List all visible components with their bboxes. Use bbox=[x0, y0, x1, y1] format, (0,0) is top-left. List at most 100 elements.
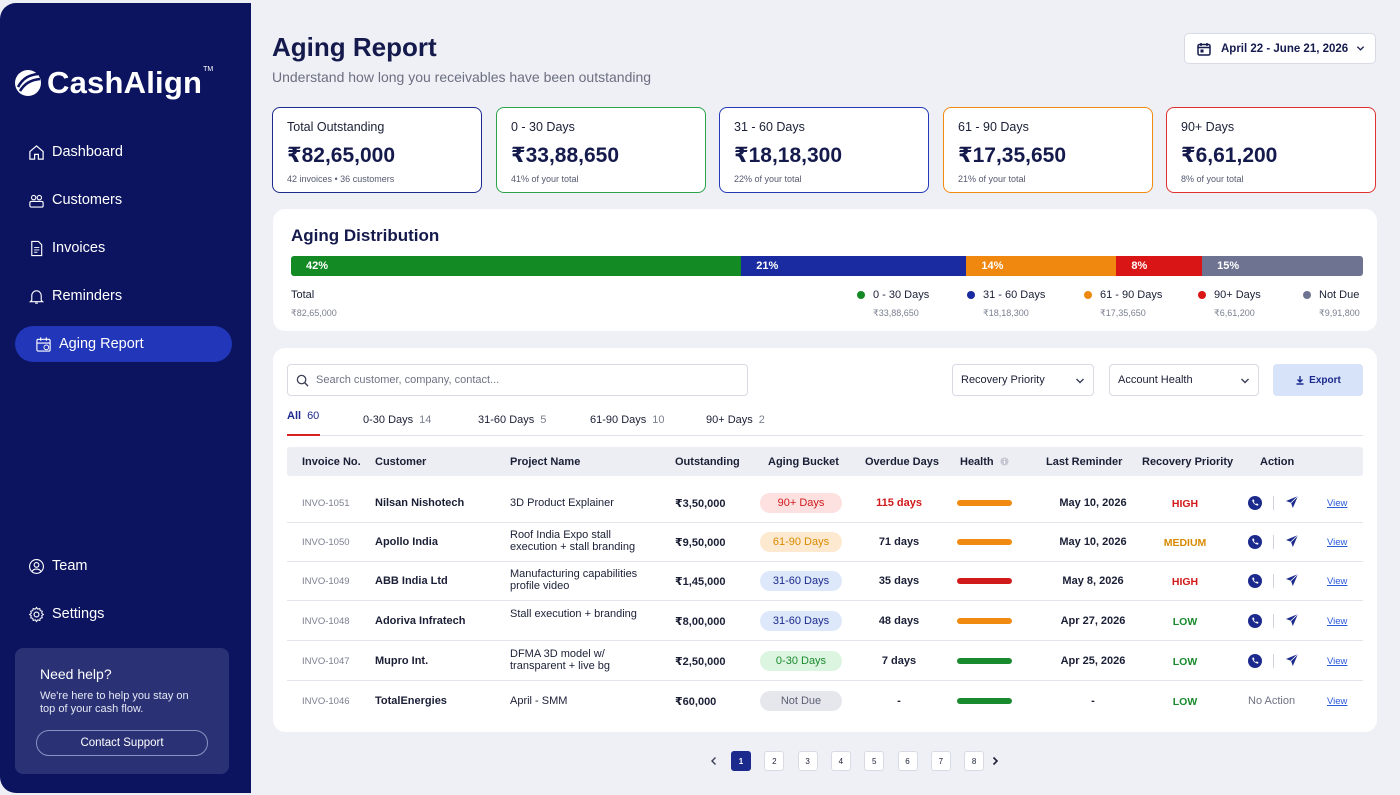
table-header: Invoice No. Customer Project Name Outsta… bbox=[287, 447, 1363, 476]
table-row[interactable]: INVO-1047 Mupro Int. DFMA 3D model w/ tran… bbox=[287, 641, 1363, 681]
distribution-segment: 14% bbox=[966, 256, 1117, 276]
action-divider bbox=[1273, 496, 1274, 510]
page-button[interactable]: 1 bbox=[731, 751, 751, 771]
page-button[interactable]: 2 bbox=[764, 751, 785, 771]
sidebar-item-dashboard[interactable]: Dashboard bbox=[15, 134, 232, 170]
invoice-number[interactable]: INVO-1050 bbox=[302, 537, 350, 548]
recovery-priority: HIGH bbox=[1171, 576, 1199, 588]
invoice-number[interactable]: INVO-1048 bbox=[302, 616, 350, 627]
date-range-value: April 22 - June 21, 2026 bbox=[1221, 42, 1349, 55]
action-divider bbox=[1273, 654, 1274, 668]
sidebar-item-aging-report[interactable]: Aging Report bbox=[15, 326, 232, 362]
invoice-number[interactable]: INVO-1047 bbox=[302, 656, 350, 667]
invoice-number[interactable]: INVO-1051 bbox=[302, 498, 350, 509]
legend-item: 31 - 60 Days ₹18,18,300 bbox=[967, 289, 1045, 319]
sidebar-item-customers[interactable]: Customers bbox=[15, 182, 232, 218]
sidebar-item-invoices[interactable]: Invoices bbox=[15, 230, 232, 266]
view-link[interactable]: View bbox=[1327, 696, 1348, 707]
stat-note: 22% of your total bbox=[734, 174, 802, 184]
action-divider bbox=[1273, 614, 1274, 628]
distribution-segment: 15% bbox=[1202, 256, 1363, 276]
stat-label: 90+ Days bbox=[1181, 120, 1235, 134]
tab-31-60-days[interactable]: 31-60 Days 5 bbox=[478, 414, 546, 438]
invoice-table-card: Search customer, company, contact... Rec… bbox=[273, 348, 1377, 732]
page-button[interactable]: 4 bbox=[830, 751, 851, 771]
export-label: Export bbox=[1309, 374, 1341, 386]
page-button[interactable]: 6 bbox=[897, 751, 918, 771]
health-bar bbox=[957, 698, 1012, 704]
page-button[interactable]: 5 bbox=[864, 751, 885, 771]
distribution-bar: 42% 21% 14% 8% 15% bbox=[291, 256, 1363, 276]
tab-61-90-days[interactable]: 61-90 Days 10 bbox=[590, 414, 665, 438]
view-link[interactable]: View bbox=[1327, 498, 1348, 509]
stat-card-61-90: 61 - 90 Days ₹17,35,650 21% of your tota… bbox=[943, 107, 1153, 193]
view-link[interactable]: View bbox=[1327, 616, 1348, 627]
view-link[interactable]: View bbox=[1327, 537, 1348, 548]
page-title: Aging Report bbox=[272, 32, 437, 62]
send-reminder-icon[interactable] bbox=[1285, 495, 1299, 509]
invoice-number[interactable]: INVO-1046 bbox=[302, 696, 350, 707]
stat-value: ₹17,35,650 bbox=[958, 144, 1067, 167]
search-icon bbox=[296, 374, 309, 387]
calendar-icon bbox=[1197, 42, 1211, 56]
table-row[interactable]: INVO-1050 Apollo India Roof India Expo sta… bbox=[287, 522, 1363, 562]
search-input[interactable]: Search customer, company, contact... bbox=[287, 364, 748, 396]
tab-0-30-days[interactable]: 0-30 Days 14 bbox=[363, 414, 431, 438]
page-button[interactable]: 3 bbox=[797, 751, 818, 771]
chevron-right-icon[interactable] bbox=[990, 756, 1000, 766]
overdue-days: 35 days bbox=[878, 575, 920, 587]
recovery-priority-select[interactable]: Recovery Priority bbox=[952, 364, 1094, 396]
tab-90-plus-days[interactable]: 90+ Days 2 bbox=[706, 414, 765, 438]
send-reminder-icon[interactable] bbox=[1285, 534, 1299, 548]
info-icon[interactable] bbox=[1000, 457, 1009, 466]
download-icon bbox=[1296, 376, 1304, 385]
brand-logo[interactable]: CashAlign TM bbox=[14, 65, 213, 101]
send-reminder-icon[interactable] bbox=[1285, 573, 1299, 587]
send-reminder-icon[interactable] bbox=[1285, 653, 1299, 667]
legend-label: 90+ Days bbox=[1214, 289, 1261, 301]
table-row[interactable]: INVO-1051 Nilsan Nishotech 3D Product Expl… bbox=[287, 483, 1363, 523]
sidebar-item-settings[interactable]: Settings bbox=[15, 596, 232, 632]
contact-support-button[interactable]: Contact Support bbox=[36, 730, 208, 756]
legend-amount: ₹9,91,800 bbox=[1319, 308, 1360, 318]
tab-all[interactable]: All 60 bbox=[287, 410, 320, 436]
view-link[interactable]: View bbox=[1327, 656, 1348, 667]
call-icon[interactable] bbox=[1248, 574, 1262, 588]
legend-item: 61 - 90 Days ₹17,35,650 bbox=[1084, 289, 1162, 319]
invoice-number[interactable]: INVO-1049 bbox=[302, 576, 350, 587]
project-name: Roof India Expo stall execution + stall … bbox=[510, 529, 636, 553]
sidebar-item-reminders[interactable]: Reminders bbox=[15, 278, 232, 314]
call-icon[interactable] bbox=[1248, 654, 1262, 668]
send-reminder-icon[interactable] bbox=[1285, 613, 1299, 627]
overdue-days: 48 days bbox=[878, 615, 920, 627]
account-health-select[interactable]: Account Health bbox=[1109, 364, 1259, 396]
main-content: Aging Report Understand how long you rec… bbox=[251, 0, 1400, 795]
recovery-priority: HIGH bbox=[1171, 498, 1199, 510]
action-divider bbox=[1273, 535, 1274, 549]
call-icon[interactable] bbox=[1248, 496, 1262, 510]
legend-label: 31 - 60 Days bbox=[983, 289, 1046, 301]
chevron-down-icon bbox=[1356, 46, 1365, 51]
last-reminder: May 8, 2026 bbox=[1062, 575, 1124, 587]
customer-name: Mupro Int. bbox=[375, 655, 429, 667]
bell-icon bbox=[28, 289, 45, 304]
view-link[interactable]: View bbox=[1327, 576, 1348, 587]
aging-bucket-badge: 61-90 Days bbox=[760, 532, 842, 552]
date-range-picker[interactable]: April 22 - June 21, 2026 bbox=[1184, 33, 1376, 64]
project-name: April - SMM bbox=[510, 695, 568, 707]
sidebar-item-team[interactable]: Team bbox=[15, 548, 232, 584]
call-icon[interactable] bbox=[1248, 614, 1262, 628]
chevron-left-icon[interactable] bbox=[709, 756, 719, 766]
table-row[interactable]: INVO-1049 ABB India Ltd Manufacturing capa… bbox=[287, 561, 1363, 601]
table-row[interactable]: INVO-1046 TotalEnergies April - SMM ₹60,000… bbox=[287, 681, 1363, 721]
calendar-icon bbox=[36, 336, 51, 352]
table-row[interactable]: INVO-1048 Adoriva Infratech Stall executio… bbox=[287, 601, 1363, 641]
export-button[interactable]: Export bbox=[1273, 364, 1363, 396]
legend-item: 90+ Days ₹6,61,200 bbox=[1198, 289, 1261, 319]
action-divider bbox=[1273, 574, 1274, 588]
legend-item: Not Due ₹9,91,800 bbox=[1303, 289, 1360, 319]
page-button[interactable]: 8 bbox=[964, 751, 985, 771]
call-icon[interactable] bbox=[1248, 535, 1262, 549]
page-button[interactable]: 7 bbox=[930, 751, 951, 771]
